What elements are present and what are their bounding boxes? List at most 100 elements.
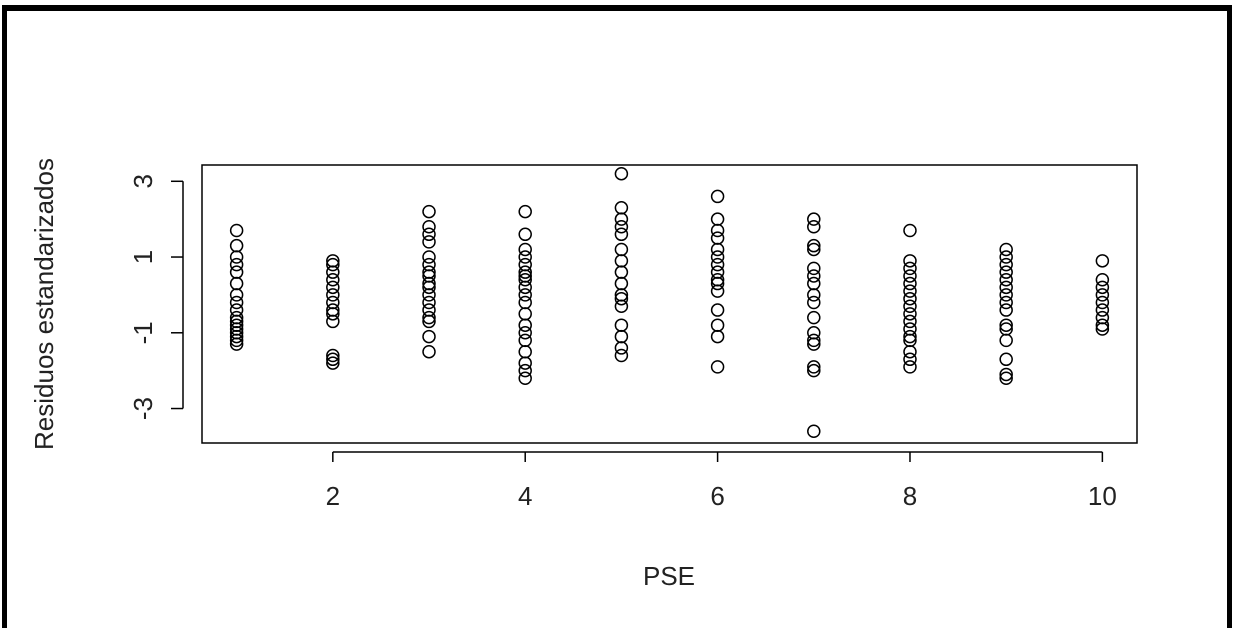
point bbox=[326, 352, 340, 367]
point bbox=[518, 371, 532, 385]
frame-top bbox=[2, 5, 1232, 11]
point bbox=[229, 337, 244, 351]
point bbox=[807, 288, 821, 302]
point bbox=[710, 242, 725, 257]
point bbox=[422, 329, 436, 344]
point bbox=[999, 295, 1013, 310]
point bbox=[326, 307, 340, 321]
point bbox=[422, 344, 436, 359]
point bbox=[422, 314, 436, 329]
point bbox=[1095, 303, 1110, 317]
point bbox=[422, 310, 436, 325]
point bbox=[903, 254, 917, 268]
point bbox=[422, 235, 436, 249]
point bbox=[903, 223, 917, 238]
point bbox=[518, 318, 532, 332]
point bbox=[229, 329, 244, 344]
point bbox=[999, 288, 1013, 302]
point bbox=[903, 284, 917, 298]
x-tick-label: 8 bbox=[903, 481, 917, 511]
point bbox=[614, 227, 629, 242]
point bbox=[999, 242, 1013, 257]
point bbox=[903, 276, 917, 291]
point bbox=[999, 333, 1013, 348]
point bbox=[229, 295, 244, 310]
point bbox=[807, 219, 821, 234]
point bbox=[710, 189, 725, 204]
point bbox=[422, 250, 436, 264]
y-tick-label: -3 bbox=[128, 397, 158, 420]
point bbox=[807, 337, 821, 351]
point bbox=[518, 273, 532, 287]
plot-box bbox=[201, 164, 1138, 444]
point bbox=[422, 295, 436, 310]
x-tick-label: 10 bbox=[1088, 481, 1117, 511]
point bbox=[903, 344, 917, 359]
point bbox=[518, 250, 532, 264]
point bbox=[1095, 322, 1110, 336]
point bbox=[229, 333, 244, 348]
point bbox=[903, 352, 917, 367]
point bbox=[903, 360, 917, 374]
frame-left bbox=[2, 5, 7, 628]
point bbox=[710, 223, 725, 238]
point bbox=[710, 329, 725, 344]
point bbox=[807, 295, 821, 310]
point bbox=[903, 299, 917, 314]
point bbox=[614, 166, 629, 181]
point bbox=[326, 265, 340, 279]
point bbox=[326, 280, 340, 295]
point bbox=[710, 257, 725, 272]
point bbox=[229, 250, 244, 264]
point bbox=[422, 227, 436, 242]
point bbox=[518, 265, 532, 279]
point bbox=[999, 367, 1013, 382]
point bbox=[518, 288, 532, 302]
point bbox=[422, 288, 436, 302]
point bbox=[518, 356, 532, 370]
point bbox=[807, 269, 821, 283]
point bbox=[614, 291, 629, 306]
point bbox=[326, 314, 340, 329]
point bbox=[807, 242, 821, 257]
point bbox=[807, 363, 821, 378]
point bbox=[1095, 288, 1110, 302]
point bbox=[518, 242, 532, 257]
point bbox=[229, 288, 244, 302]
point bbox=[903, 329, 917, 344]
point bbox=[1095, 295, 1110, 310]
point bbox=[229, 223, 244, 238]
point bbox=[710, 284, 725, 298]
point bbox=[518, 204, 532, 219]
point bbox=[903, 314, 917, 329]
y-tick-label: 3 bbox=[128, 174, 158, 188]
point bbox=[903, 307, 917, 321]
point bbox=[326, 288, 340, 302]
point bbox=[518, 227, 532, 242]
point bbox=[1095, 280, 1110, 295]
point bbox=[1095, 273, 1110, 287]
point bbox=[422, 204, 436, 219]
point bbox=[614, 212, 629, 226]
point bbox=[614, 341, 629, 355]
point bbox=[999, 371, 1013, 385]
point bbox=[710, 276, 725, 291]
x-tick-label: 6 bbox=[710, 481, 724, 511]
point bbox=[518, 363, 532, 378]
point bbox=[999, 265, 1013, 279]
x-tick-label: 2 bbox=[326, 481, 340, 511]
point bbox=[326, 348, 340, 363]
point bbox=[422, 280, 436, 295]
point bbox=[229, 257, 244, 272]
y-tick-label: 1 bbox=[128, 250, 158, 264]
point bbox=[999, 257, 1013, 272]
point bbox=[807, 310, 821, 325]
y-tick-label: -1 bbox=[128, 321, 158, 344]
point bbox=[614, 348, 629, 363]
point bbox=[326, 257, 340, 272]
point bbox=[999, 250, 1013, 264]
point bbox=[518, 280, 532, 295]
